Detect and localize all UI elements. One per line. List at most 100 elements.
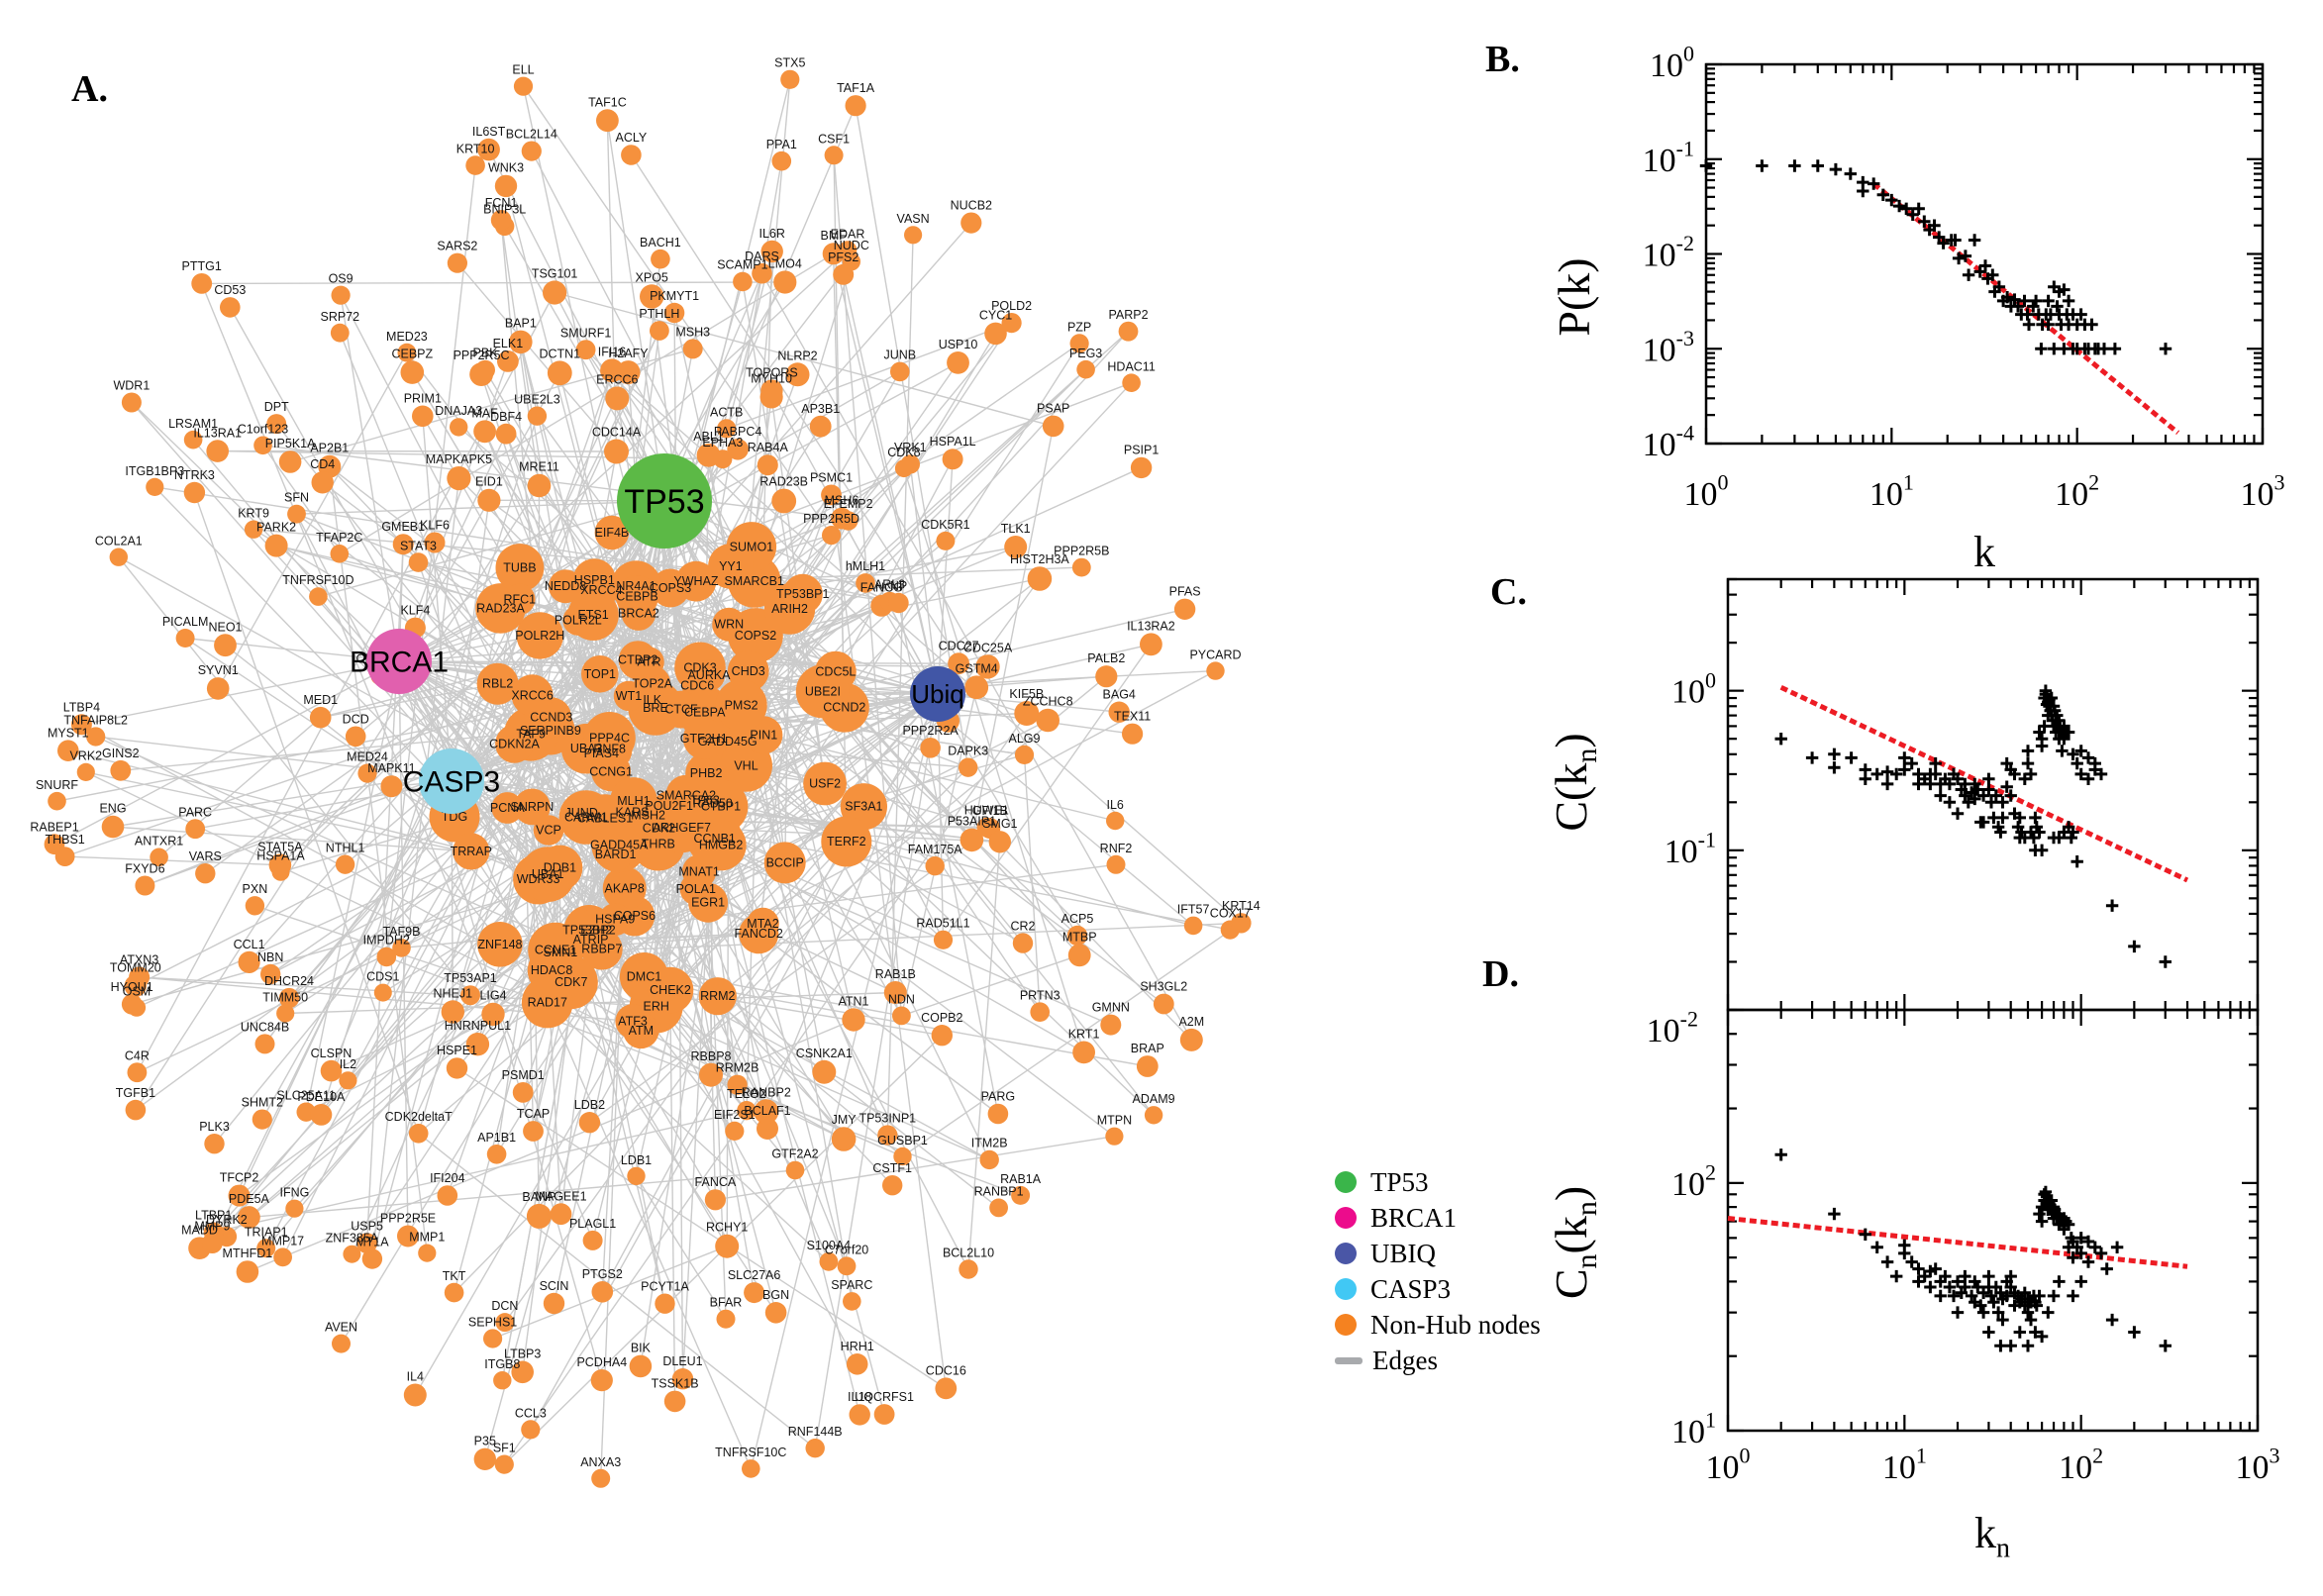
gene-node-label: SHMT2	[242, 1096, 283, 1110]
gene-node-label: PRIM1	[404, 392, 442, 406]
gene-node-label: GTF2A2	[771, 1147, 818, 1161]
gene-node-label: IL2	[340, 1057, 356, 1071]
gene-node-label: TSSK1B	[652, 1377, 699, 1391]
gene-node-label: ATR	[637, 655, 660, 669]
gene-node-label: HSPA1A	[256, 849, 305, 863]
gene-node-label: ARHGEF7	[653, 821, 711, 835]
scatter-points	[1774, 684, 2172, 968]
gene-node-label: SMN1	[544, 946, 578, 959]
axis-ticks	[1726, 577, 2260, 1012]
gene-node-label: PARP2	[1108, 308, 1148, 322]
gene-node-label: PLAGL1	[569, 1217, 616, 1231]
gene-node-label: EIF4B	[595, 526, 630, 540]
gene-node-label: MSH2	[631, 809, 665, 823]
gene-node-label: DLEU1	[662, 1354, 702, 1368]
chart-degree-distribution: 100 10-1 10-2 10-3 10-4 100 101 102 103 k P(k)	[1549, 42, 2285, 569]
gene-node-label: GTF2H1	[680, 732, 728, 746]
gene-node-label: MAPKAPK5	[426, 452, 492, 466]
gene-node-label: THBS1	[45, 833, 84, 847]
legend-item-label: Edges	[1372, 1345, 1438, 1375]
gene-node-label: COPS3	[650, 581, 691, 595]
gene-node-label: VCP	[536, 824, 561, 838]
gene-node-label: RBBP7	[581, 943, 622, 956]
gene-node-label: GADD45A	[590, 838, 649, 851]
hub-node-tp53	[617, 453, 712, 549]
hub-label-casp3: CASP3	[403, 766, 500, 799]
gene-node-label: CD53	[214, 283, 246, 297]
gene-node-label: ALG9	[1009, 732, 1041, 746]
gene-node-label: MTPN	[1097, 1114, 1132, 1128]
gene-node-label: KRT9	[238, 506, 269, 520]
gene-node-label: TAF1C	[588, 95, 627, 109]
gene-node-label: RBBP8	[691, 1049, 732, 1063]
gene-node-label: DAPK3	[948, 745, 988, 758]
gene-node-label: TNFRSF10D	[282, 573, 354, 587]
gene-node-label: GMEB1	[381, 520, 425, 534]
gene-node-label: OSM	[123, 985, 151, 999]
gene-node-label: NUDC	[834, 239, 869, 252]
gene-node-label: NR4A1	[616, 579, 656, 593]
gene-node-label: RRM2	[700, 989, 735, 1003]
gene-node-label: MTHFD1	[223, 1247, 273, 1260]
gene-node-label: NUCB2	[951, 199, 992, 213]
gene-node-label: RRM2B	[716, 1061, 759, 1075]
gene-node-label: UNC84B	[241, 1020, 289, 1034]
gene-node-label: TOMM20	[110, 961, 161, 975]
gene-node-label: BAG4	[1103, 688, 1136, 702]
gene-node-label: KIF5B	[1009, 687, 1044, 701]
non-hub-nodes	[44, 69, 1252, 1488]
gene-node-label: PFS2	[828, 250, 858, 264]
gene-node-label: TP53AP1	[444, 971, 497, 985]
gene-node-label: USP10	[939, 338, 978, 351]
gene-node-label: NLRP2	[777, 349, 817, 362]
gene-node-label: MRE11	[519, 460, 559, 474]
gene-node-label: EIF2S1	[714, 1108, 756, 1122]
gene-node-label: DCD	[343, 713, 369, 727]
gene-node-label: CDC5L	[815, 665, 856, 679]
gene-node-label: PSIP1	[1124, 444, 1159, 457]
gene-node-label: PPP2R5D	[803, 512, 859, 526]
gene-node-label: HMGB2	[699, 839, 744, 852]
gene-node-label: COPB2	[921, 1011, 962, 1025]
gene-node-label: ACLY	[616, 131, 648, 145]
gene-node-label: WRN	[714, 618, 744, 632]
gene-node-label: RABEP1	[30, 820, 78, 834]
gene-node-label: CCNE1	[535, 944, 576, 957]
gene-node-label: USF2	[809, 777, 841, 791]
gene-node-label: TAF9	[516, 727, 546, 741]
gene-node-label: ZCCHC8	[1023, 695, 1073, 709]
gene-node-label: USP5	[351, 1219, 383, 1233]
gene-node-label: FANCG	[860, 581, 903, 595]
gene-node-label: CD4	[310, 457, 335, 471]
gene-node-label: CCL1	[234, 938, 265, 951]
gene-node-label: GSTM4	[956, 661, 998, 675]
gene-node-label: SLC25A11	[276, 1089, 336, 1103]
gene-node-label: CDC6	[680, 678, 714, 692]
gene-node-label: POLD2	[991, 299, 1032, 313]
gene-node-label: CEBPB	[616, 590, 657, 604]
gene-node-label: PPP2R2A	[902, 724, 959, 738]
axis-tick-label: 10-1	[1643, 136, 1694, 178]
gene-node-label: PCDHA4	[576, 1355, 627, 1369]
network-graph: USF2 CDC6 COPS6 BCCIP CCNB1 CDK3 CCND2 COPS2 SNR…	[30, 56, 1261, 1488]
gene-node-label: THRB	[642, 838, 675, 851]
gene-node-label: DDB1	[544, 861, 576, 875]
gene-node-label: RAB4A	[748, 441, 789, 454]
gene-node-label: CEBPA	[684, 706, 726, 720]
gene-node-label: TOP1	[584, 667, 616, 681]
gene-node-label: PPP2R5B	[1054, 545, 1109, 558]
gene-node-label: JMY	[832, 1113, 858, 1127]
gene-node-label: CDC27	[939, 639, 979, 652]
gene-node-label: SEPHS1	[468, 1315, 517, 1329]
gene-node-label: TAF9B	[383, 925, 421, 939]
legend-node-swatch	[1335, 1314, 1357, 1336]
gene-node-label: ENG	[99, 802, 126, 816]
gene-node-label: PDE5A	[229, 1192, 270, 1206]
gene-node-label: LTBP4	[63, 700, 100, 714]
gene-node-label: EID1	[475, 475, 503, 489]
gene-node-label: TRIAP1	[245, 1225, 288, 1239]
gene-node-label: ZNF385A	[326, 1232, 379, 1246]
gene-node-label: HSPA1L	[930, 435, 976, 449]
gene-node-label: UBA1	[532, 867, 564, 881]
gene-node-label: IL13RA1	[193, 426, 242, 440]
